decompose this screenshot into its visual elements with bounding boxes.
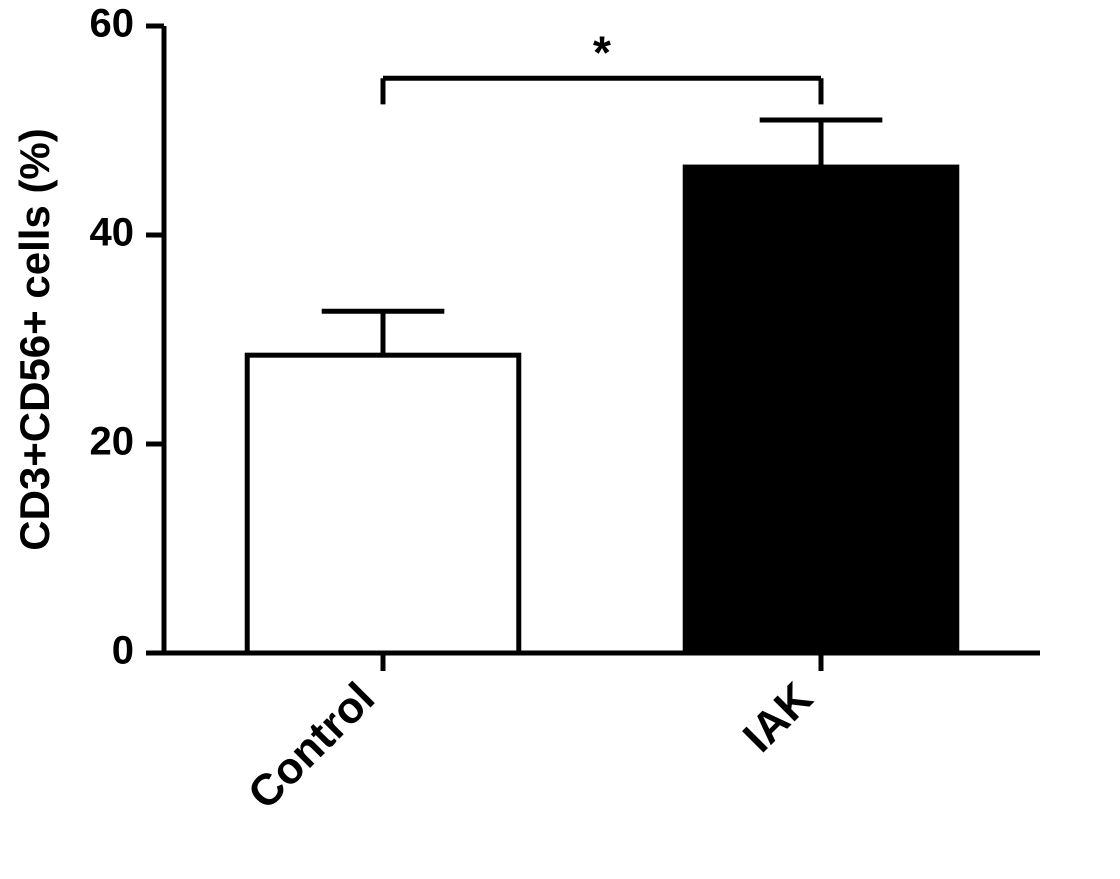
y-tick-label: 60 xyxy=(90,2,135,46)
significance-label: * xyxy=(593,26,611,78)
x-category-label: IAK xyxy=(734,673,822,761)
chart-container: 0 20 40 60 CD3+CD56+ cells (%) Control IAK * xyxy=(0,0,1120,879)
bar xyxy=(247,355,519,653)
x-category-label: Control xyxy=(239,673,384,818)
y-tick-label: 0 xyxy=(112,629,134,673)
bar xyxy=(685,167,957,653)
y-tick-label: 40 xyxy=(90,211,135,255)
y-axis-label: CD3+CD56+ cells (%) xyxy=(11,128,58,551)
bar-chart: 0 20 40 60 CD3+CD56+ cells (%) Control IAK * xyxy=(0,0,1120,879)
y-tick-label: 20 xyxy=(90,420,135,464)
